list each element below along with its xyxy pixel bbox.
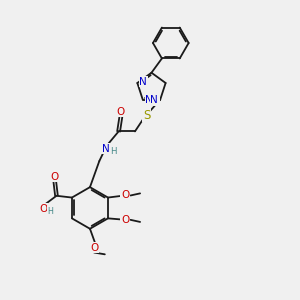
Text: H: H xyxy=(48,207,53,216)
Text: N: N xyxy=(146,94,153,105)
Text: N: N xyxy=(102,144,110,154)
Text: O: O xyxy=(51,172,59,182)
Text: O: O xyxy=(39,204,47,214)
Text: S: S xyxy=(143,109,151,122)
Text: O: O xyxy=(121,190,129,200)
Text: O: O xyxy=(90,243,98,253)
Text: N: N xyxy=(150,95,158,105)
Text: O: O xyxy=(117,107,125,117)
Text: O: O xyxy=(121,215,129,225)
Text: N: N xyxy=(140,76,147,86)
Text: H: H xyxy=(153,96,159,105)
Text: H: H xyxy=(110,147,116,156)
